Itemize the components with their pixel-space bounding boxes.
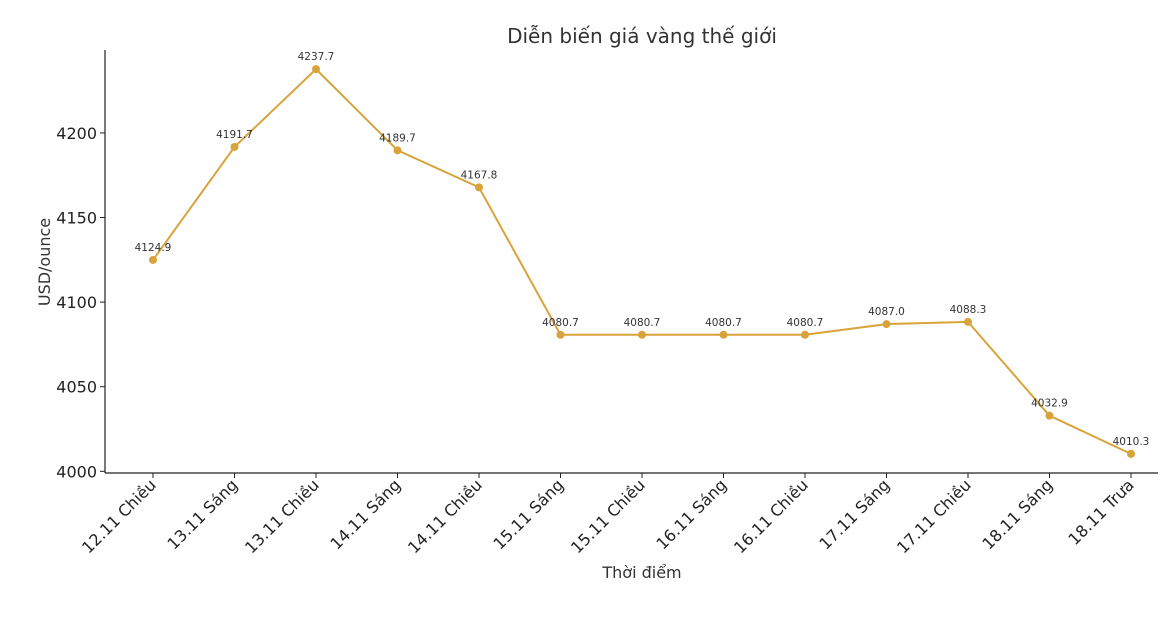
data-label: 4088.3 xyxy=(950,304,987,316)
x-tick-label: 15.11 Chiều xyxy=(567,475,649,557)
x-tick-label: 13.11 Sáng xyxy=(163,475,241,553)
data-label: 4237.7 xyxy=(298,51,335,63)
data-label: 4032.9 xyxy=(1031,398,1068,410)
data-point xyxy=(719,330,728,339)
y-tick-label: 4200 xyxy=(56,124,97,143)
series-price: 4124.9 4191.7 4237.7 4189.7 4167.8 4080.7 4080… xyxy=(135,51,1150,458)
x-tick-label: 14.11 Chiều xyxy=(404,475,486,557)
data-point xyxy=(230,142,239,151)
data-label: 4080.7 xyxy=(705,317,742,329)
data-point xyxy=(393,146,402,155)
x-tick-label: 17.11 Chiều xyxy=(893,475,975,557)
data-point xyxy=(475,183,483,192)
data-label: 4080.7 xyxy=(542,317,579,329)
data-label: 4189.7 xyxy=(379,132,416,144)
data-label: 4010.3 xyxy=(1113,436,1150,448)
data-point xyxy=(1127,449,1135,458)
series-line xyxy=(152,67,1132,455)
y-tick-label: 4000 xyxy=(56,462,97,481)
x-tick-label: 18.11 Trưa xyxy=(1064,475,1137,548)
chart-title: Diễn biến giá vàng thế giới xyxy=(507,24,777,48)
y-tick-label: 4050 xyxy=(56,378,97,397)
x-tick-label: 15.11 Sáng xyxy=(489,475,567,553)
x-axis-label: Thời điểm xyxy=(601,563,681,582)
y-tick-label: 4100 xyxy=(56,293,97,312)
y-axis-ticks: 4000 4050 4100 4150 4200 xyxy=(56,124,105,481)
data-label: 4087.0 xyxy=(868,306,905,318)
data-label: 4080.7 xyxy=(787,317,824,329)
x-axis-ticks: 12.11 Chiều 13.11 Sáng 13.11 Chiều 14.11 Sá… xyxy=(78,473,1138,557)
data-point xyxy=(149,255,157,264)
data-point xyxy=(964,317,972,326)
data-point xyxy=(556,330,565,339)
data-label: 4191.7 xyxy=(216,129,253,141)
data-point xyxy=(638,330,646,339)
y-axis-label: USD/ounce xyxy=(35,218,54,306)
x-tick-label: 16.11 Chiều xyxy=(730,475,812,557)
data-point xyxy=(801,330,809,339)
y-tick-label: 4150 xyxy=(56,209,97,228)
data-label: 4124.9 xyxy=(135,242,172,254)
data-point xyxy=(312,65,320,74)
data-label: 4167.8 xyxy=(461,169,498,181)
x-tick-label: 18.11 Sáng xyxy=(978,475,1056,553)
data-point xyxy=(882,320,891,329)
x-tick-label: 16.11 Sáng xyxy=(652,475,730,553)
x-tick-label: 13.11 Chiều xyxy=(241,475,323,557)
data-point xyxy=(1045,411,1054,420)
x-tick-label: 12.11 Chiều xyxy=(78,475,160,557)
x-tick-label: 14.11 Sáng xyxy=(326,475,404,553)
data-label: 4080.7 xyxy=(624,317,661,329)
x-tick-label: 17.11 Sáng xyxy=(815,475,893,553)
